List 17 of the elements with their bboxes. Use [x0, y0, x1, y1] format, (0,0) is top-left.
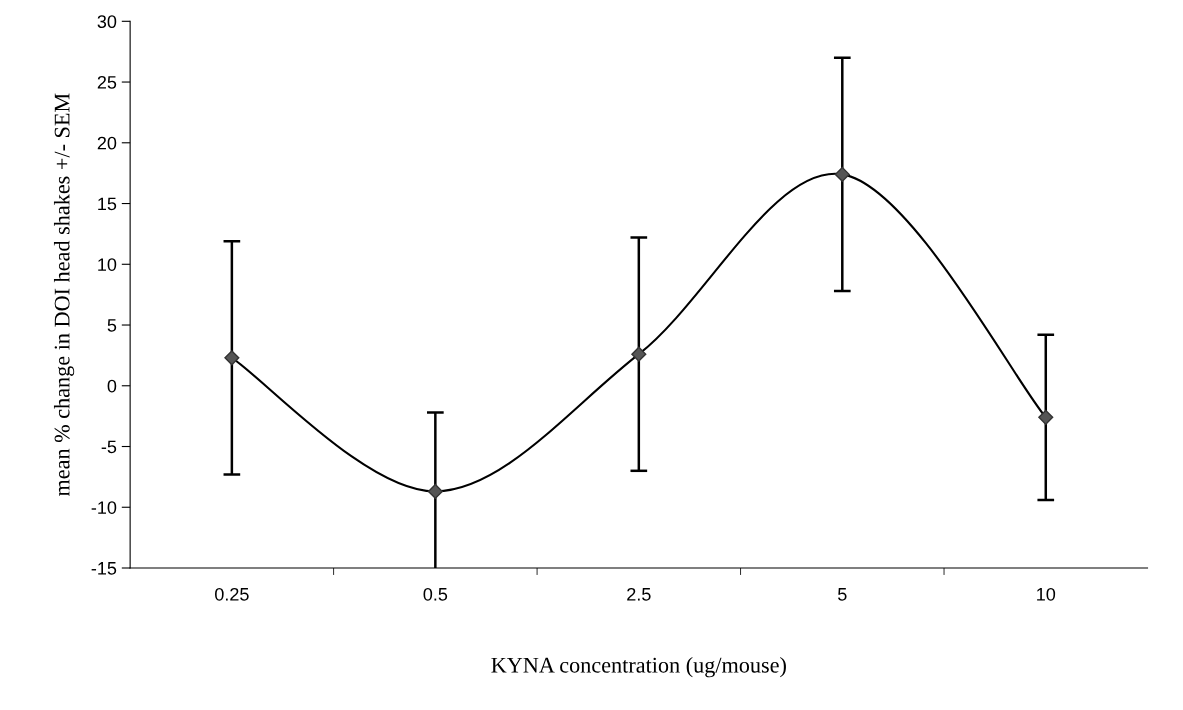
x-tick-label: 0.25	[215, 587, 249, 601]
x-axis-title: KYNA concentration (ug/mouse)	[491, 657, 786, 678]
y-tick-label: 30	[97, 15, 117, 29]
y-axis-title: mean % change in DOI head shakes +/- SEM	[53, 93, 75, 497]
y-tick-label: 15	[98, 197, 117, 211]
x-tick-label: 0.5	[423, 587, 448, 601]
y-tick-label: 5	[107, 319, 117, 332]
x-tick-label: 10	[1037, 587, 1056, 601]
x-tick-label: 5	[838, 588, 847, 601]
y-tick-label: 0	[107, 379, 117, 393]
y-tick-label: 10	[98, 258, 117, 271]
y-tick-label: -5	[101, 440, 117, 454]
x-tick-label: 2.5	[627, 587, 651, 601]
y-tick-label: -10	[91, 501, 117, 514]
y-tick-label: -15	[91, 562, 117, 575]
y-tick-label: 25	[97, 75, 117, 89]
y-tick-label: 20	[97, 136, 117, 150]
